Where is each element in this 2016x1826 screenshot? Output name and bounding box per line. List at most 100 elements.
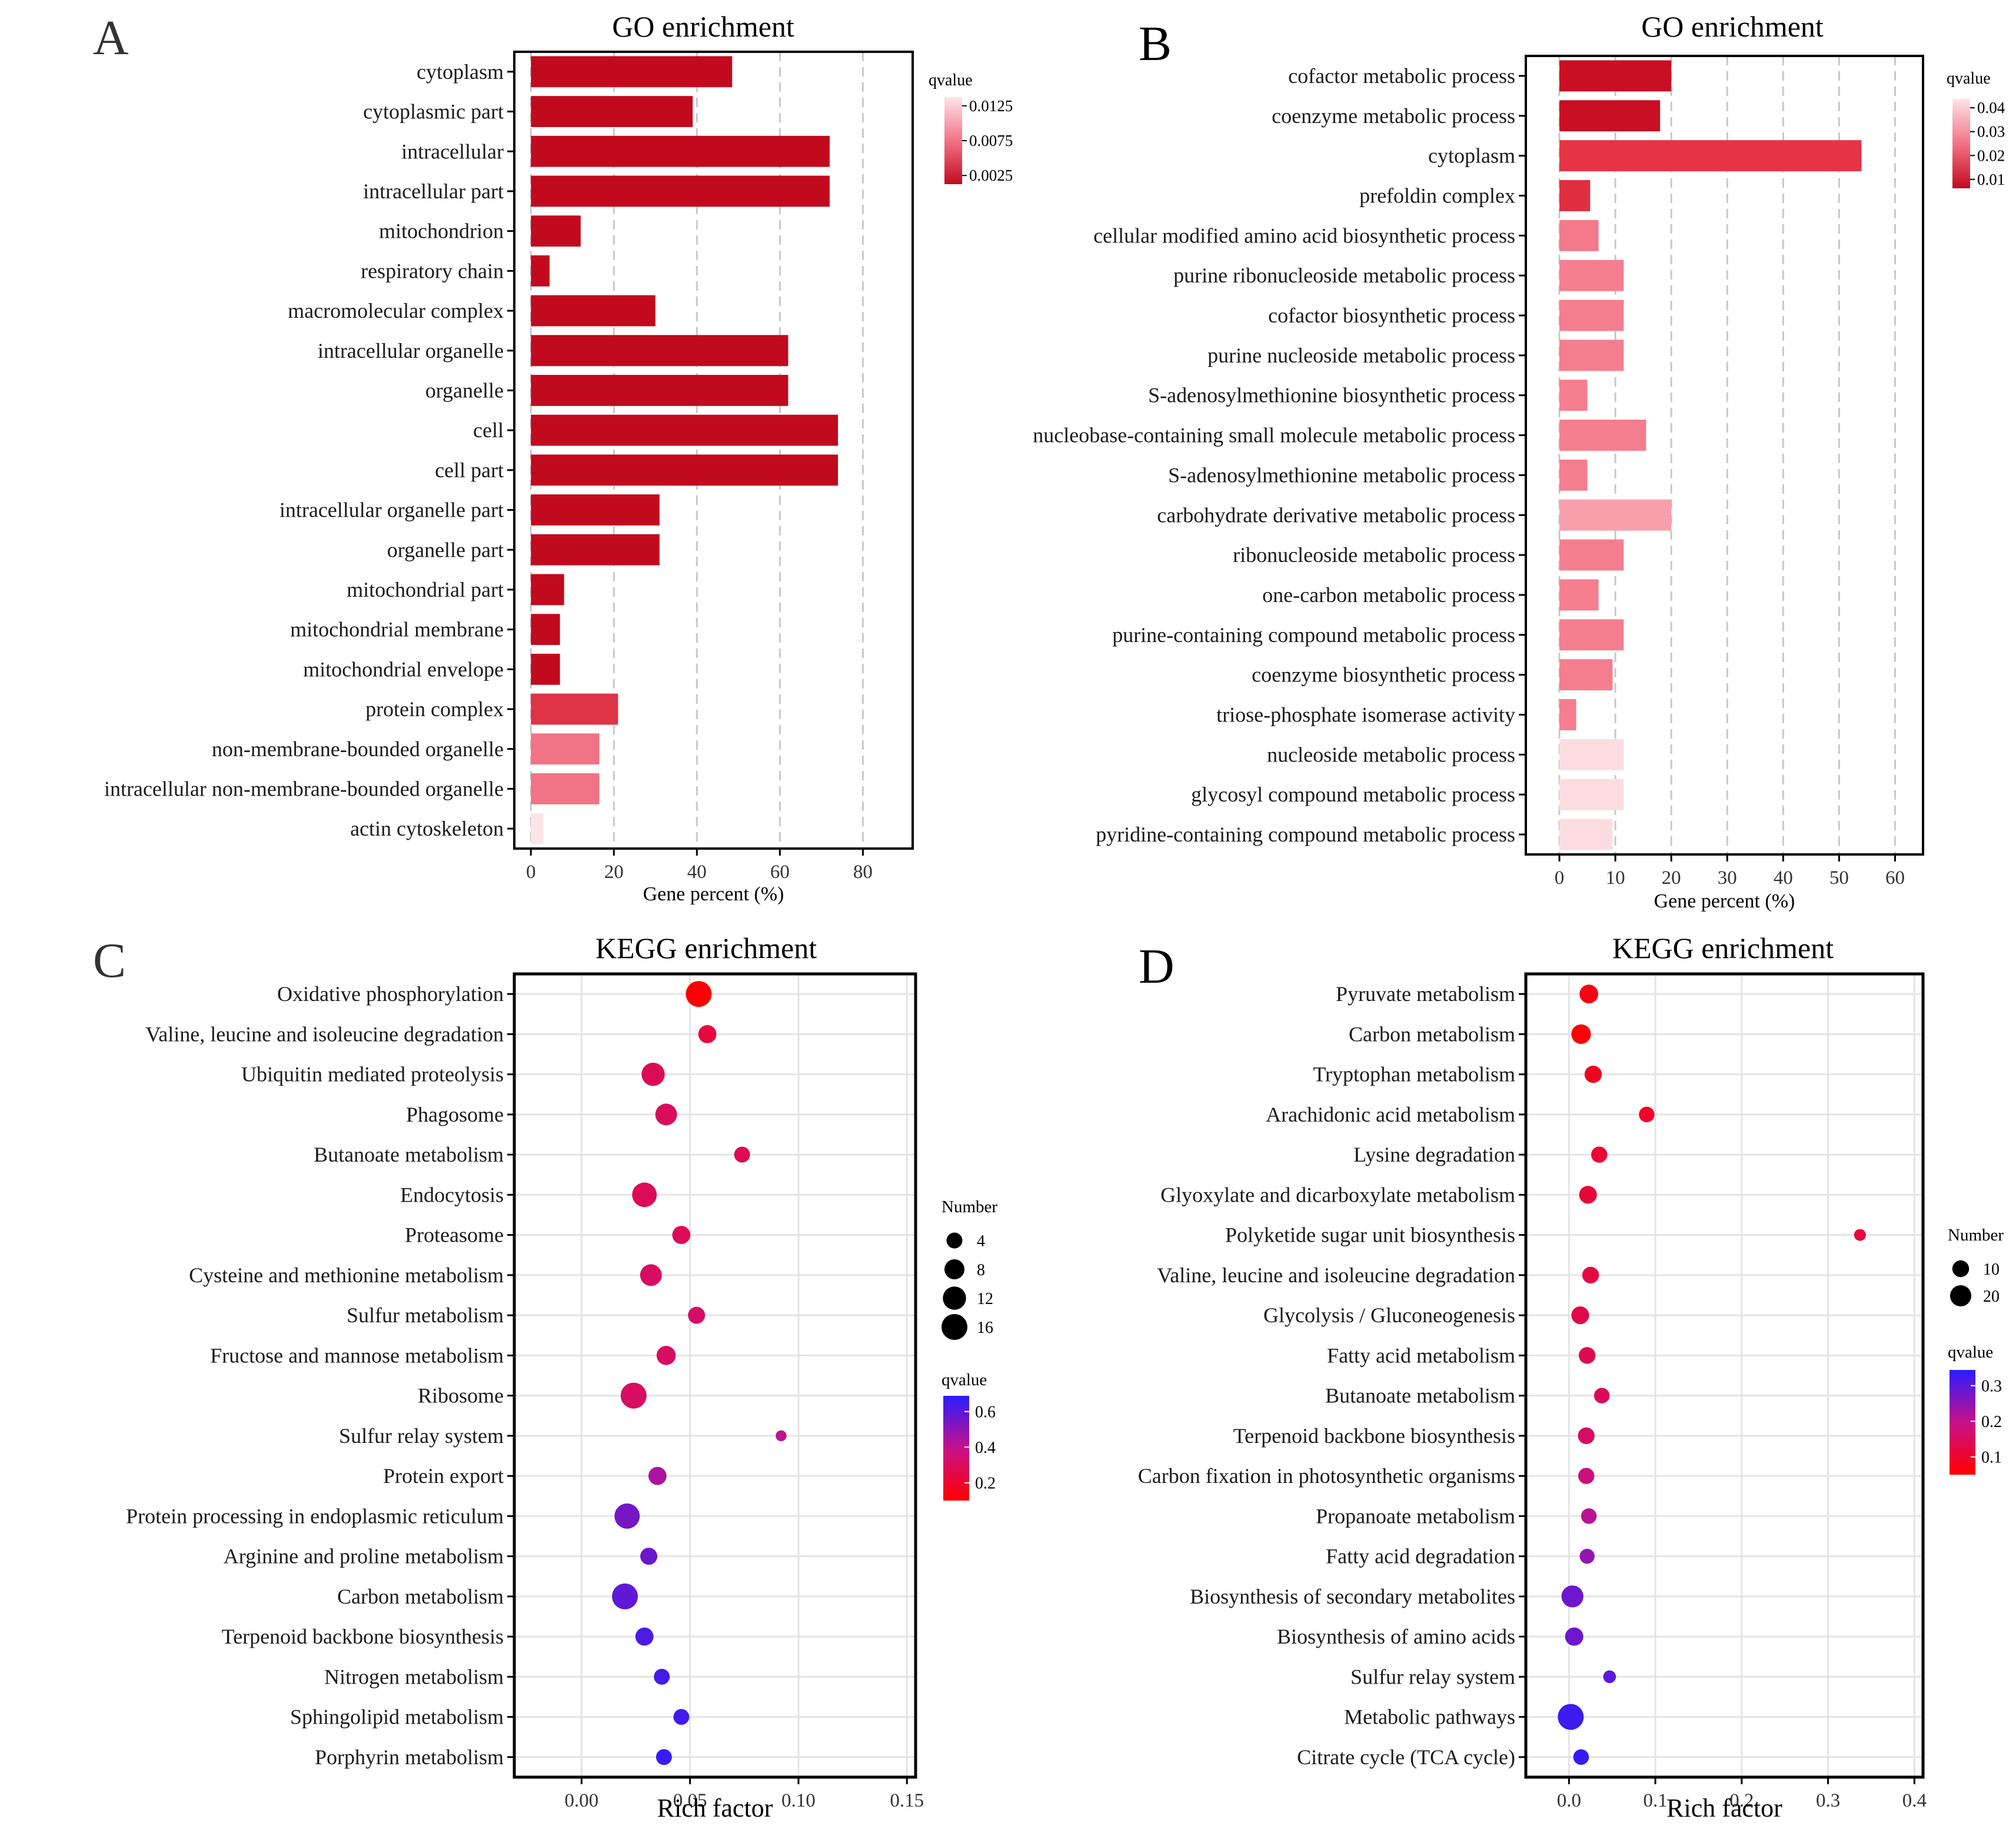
bar [1559, 340, 1624, 371]
size-legend-label: 10 [1983, 1260, 2000, 1279]
y-tick-label: actin cytoskeleton [350, 817, 504, 840]
bar [1559, 659, 1613, 691]
point [656, 1346, 676, 1365]
y-tick-label: Carbon metabolism [1349, 1022, 1515, 1046]
colorbar-tick-label: 0.02 [1977, 147, 2005, 164]
y-tick-label: one-carbon metabolic process [1262, 583, 1515, 607]
colorbar [1952, 99, 1970, 188]
bar [531, 215, 581, 247]
y-tick-label: S-adenosylmethionine metabolic process [1168, 463, 1515, 487]
bar [1559, 260, 1624, 291]
chart-title: KEGG enrichment [1612, 932, 1834, 964]
size-legend-label: 20 [1983, 1288, 2000, 1306]
x-tick-label: 60 [1885, 867, 1905, 889]
y-tick-label: Arginine and proline metabolism [224, 1545, 504, 1568]
bar [1559, 459, 1588, 491]
bar [531, 335, 789, 367]
point [614, 1503, 640, 1529]
panel-c: KEGG enrichment Number 4 8 12 16 qvalue 0.6 0.4 0… [126, 932, 997, 1822]
bar [1559, 579, 1599, 611]
x-tick-label: 80 [853, 862, 873, 883]
y-tick-label: Fatty acid degradation [1326, 1545, 1515, 1568]
y-tick-label: nucleoside metabolic process [1267, 743, 1515, 766]
point [654, 1668, 670, 1685]
point [776, 1430, 787, 1442]
y-tick-label: organelle [425, 378, 504, 402]
y-tick-label: Terpenoid backbone biosynthesis [222, 1625, 504, 1648]
y-tick-label: cofactor biosynthetic process [1268, 304, 1515, 327]
bar [1559, 699, 1576, 730]
point [655, 1103, 677, 1126]
y-tick-label: prefoldin complex [1359, 184, 1515, 207]
y-tick-label: Porphyrin metabolism [315, 1745, 504, 1769]
point [1582, 1266, 1599, 1284]
point [1561, 1585, 1583, 1608]
x-tick-label: 0.4 [1902, 1790, 1927, 1811]
plot-frame [1524, 972, 1925, 1779]
bar [531, 454, 839, 486]
plot-frame [513, 51, 914, 850]
y-tick-label: Phagosome [406, 1103, 504, 1126]
x-axis-label: Rich factor [1666, 1794, 1782, 1822]
x-tick-label: 0.00 [564, 1790, 598, 1811]
bar [531, 96, 693, 127]
x-tick-label: 30 [1718, 867, 1737, 889]
chart-title: GO enrichment [1641, 10, 1824, 43]
y-tick-label: Terpenoid backbone biosynthesis [1233, 1424, 1515, 1448]
bar [531, 653, 560, 685]
y-tick-label: Biosynthesis of amino acids [1277, 1625, 1515, 1648]
bar [1559, 739, 1624, 770]
y-tick-label: intracellular non-membrane-bounded organ… [104, 777, 504, 800]
y-tick-label: cytoplasm [1428, 144, 1515, 168]
y-tick-label: Fatty acid metabolism [1327, 1343, 1515, 1367]
y-tick-label: cell [473, 418, 504, 442]
chart-title: GO enrichment [612, 10, 794, 43]
y-tick-label: mitochondrial part [347, 578, 504, 601]
size-legend-dot [1952, 1260, 1970, 1278]
bar [1559, 300, 1624, 331]
colorbar-tick-label: 0.2 [1981, 1413, 2002, 1431]
y-tick-label: Tryptophan metabolism [1313, 1063, 1515, 1086]
colorbar-tick-label: 0.3 [1981, 1378, 2002, 1396]
x-tick-label: 0.15 [890, 1790, 924, 1811]
point [1578, 1468, 1595, 1484]
y-tick-label: glycosyl compound metabolic process [1191, 783, 1515, 806]
point [1593, 1388, 1610, 1403]
y-tick-label: intracellular [401, 139, 504, 163]
point [640, 1548, 658, 1565]
point [688, 1306, 706, 1324]
point [1639, 1106, 1655, 1123]
point [1558, 1704, 1584, 1730]
bar [1559, 779, 1624, 810]
size-legend-dot [944, 1259, 965, 1280]
point [1578, 1347, 1596, 1364]
point [672, 1226, 691, 1245]
y-tick-label: purine-containing compound metabolic pro… [1112, 623, 1515, 647]
bar [531, 375, 789, 406]
x-tick-label: 20 [1662, 867, 1681, 889]
y-tick-label: Glycolysis / Gluconeogenesis [1263, 1303, 1515, 1327]
point [1579, 1186, 1597, 1204]
panel-letter-c: C [93, 933, 126, 988]
y-tick-label: Valine, leucine and isoleucine degradati… [1157, 1263, 1515, 1287]
y-tick-label: cofactor metabolic process [1288, 64, 1515, 88]
bar [531, 773, 600, 804]
bar [1559, 380, 1588, 411]
point [620, 1382, 647, 1409]
size-legend-dot [943, 1286, 966, 1310]
y-tick-label: coenzyme metabolic process [1272, 104, 1515, 128]
y-tick-label: Butanoate metabolism [1325, 1384, 1515, 1408]
legend-title: qvalue [1947, 69, 1991, 88]
colorbar-tick-label: 0.03 [1977, 123, 2005, 141]
bar [1559, 539, 1624, 571]
size-legend-title: Number [1948, 1226, 2004, 1245]
x-tick-label: 0.3 [1816, 1790, 1840, 1811]
point [612, 1583, 638, 1609]
colorbar-tick-label: 0.2 [975, 1475, 996, 1493]
y-tick-label: intracellular organelle part [280, 498, 504, 522]
size-legend-dot [946, 1232, 963, 1249]
y-tick-label: Pyruvate metabolism [1336, 982, 1515, 1006]
size-legend-label: 4 [977, 1232, 985, 1250]
point [1591, 1146, 1608, 1163]
